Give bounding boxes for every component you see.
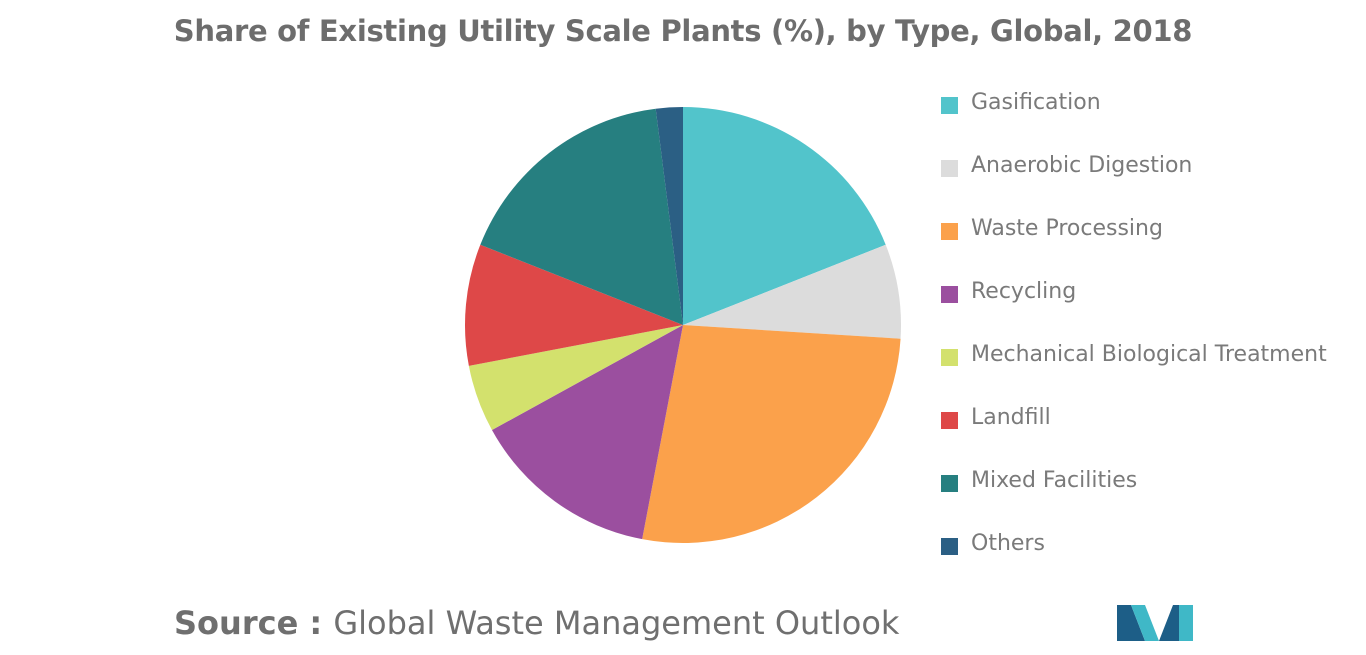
legend-swatch xyxy=(941,223,958,240)
pie-slice-landfill xyxy=(464,244,683,366)
legend-label: Mixed Facilities xyxy=(971,468,1138,493)
chart-title: Share of Existing Utility Scale Plants (… xyxy=(173,14,1193,48)
legend-swatch xyxy=(941,160,958,177)
source-text: Global Waste Management Outlook xyxy=(333,604,900,642)
legend-label: Waste Processing xyxy=(971,216,1163,241)
legend-label: Landfill xyxy=(971,405,1051,430)
legend-label: Recycling xyxy=(971,279,1077,304)
legend-swatch xyxy=(941,412,958,429)
pie-slice-mixed-facilities xyxy=(480,108,683,325)
pie-slice-anaerobic-digestion xyxy=(683,244,902,339)
legend-label: Gasification xyxy=(971,90,1101,115)
source-prefix: Source : xyxy=(174,604,334,642)
legend-swatch xyxy=(941,349,958,366)
legend-swatch xyxy=(941,475,958,492)
pie-slice-mechanical-biological-treatment xyxy=(468,325,683,431)
pie-slice-others xyxy=(655,107,683,325)
legend-swatch xyxy=(941,286,958,303)
legend-label: Mechanical Biological Treatment xyxy=(971,342,1327,367)
legend-label: Others xyxy=(971,531,1045,556)
source-note: Source : Global Waste Management Outlook xyxy=(174,604,899,642)
legend-swatch xyxy=(941,97,958,114)
pie-slice-recycling xyxy=(491,325,683,540)
mordor-intelligence-logo-icon xyxy=(1117,605,1193,641)
legend-label: Anaerobic Digestion xyxy=(971,153,1193,178)
pie-slice-waste-processing xyxy=(642,325,901,544)
legend-swatch xyxy=(941,538,958,555)
pie-slice-gasification xyxy=(683,107,886,325)
